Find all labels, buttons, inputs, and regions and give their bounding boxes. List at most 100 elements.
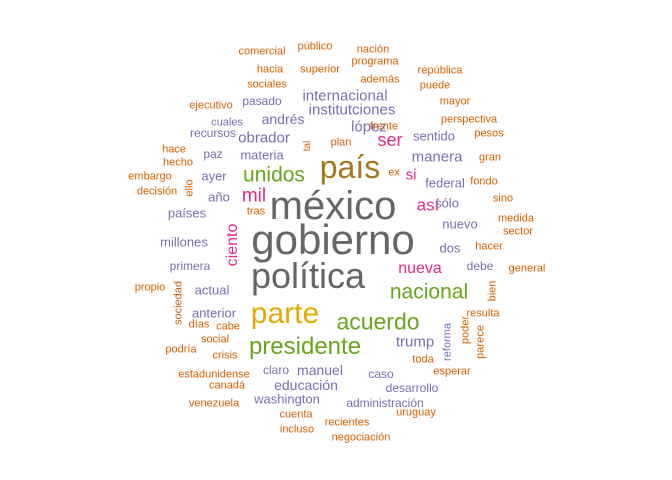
cloud-word: sociales <box>247 78 287 91</box>
cloud-word: nuevo <box>442 216 478 232</box>
cloud-word: si <box>405 166 417 184</box>
cloud-word: gran <box>478 151 502 164</box>
cloud-word: uruguay <box>396 406 436 419</box>
cloud-word: frente <box>369 120 399 133</box>
cloud-word: manera <box>411 148 463 166</box>
cloud-word: crisis <box>212 349 238 362</box>
cloud-word: administración <box>346 396 424 410</box>
cloud-word: poder <box>459 315 472 345</box>
cloud-word: hacia <box>256 63 284 76</box>
cloud-word: país <box>319 149 381 185</box>
cloud-word: recientes <box>324 416 370 429</box>
cloud-word: decisión <box>136 185 178 198</box>
cloud-word: medida <box>497 212 535 225</box>
cloud-word: ejecutivo <box>189 99 233 112</box>
cloud-word: educación <box>274 377 338 393</box>
cloud-word: pasado <box>242 94 282 108</box>
cloud-word: venezuela <box>188 397 240 410</box>
cloud-word: lópez <box>351 118 387 136</box>
cloud-word: andrés <box>261 111 305 127</box>
cloud-word: ayer <box>201 168 227 184</box>
cloud-word: sentido <box>413 128 455 144</box>
cloud-word: unidos <box>243 163 305 187</box>
cloud-word: paz <box>203 147 223 161</box>
cloud-word: materia <box>240 147 284 163</box>
cloud-word: social <box>200 333 230 346</box>
cloud-word: sociedad <box>172 280 185 326</box>
cloud-word: ciento <box>224 223 241 267</box>
cloud-word: internacional <box>302 87 388 105</box>
cloud-word: república <box>417 64 463 77</box>
cloud-word: federal <box>425 175 465 191</box>
cloud-word: pesos <box>474 127 504 140</box>
cloud-word: cabe <box>216 320 240 333</box>
cloud-word: acuerdo <box>336 308 420 335</box>
cloud-word: ex <box>388 166 400 179</box>
cloud-word: días <box>188 318 210 331</box>
cloud-word: toda <box>412 353 434 366</box>
cloud-word: nueva <box>398 260 442 277</box>
cloud-word: actual <box>194 282 230 298</box>
cloud-word: méxico <box>269 184 397 228</box>
cloud-word: esperar <box>433 365 471 378</box>
cloud-word: podría <box>165 343 197 356</box>
cloud-word: primera <box>169 259 211 273</box>
cloud-word: ser <box>377 130 403 150</box>
cloud-word: sino <box>492 192 514 205</box>
cloud-word: nación <box>356 43 390 56</box>
cloud-word: cuales <box>211 116 243 129</box>
cloud-word: cuenta <box>279 408 313 421</box>
cloud-word: fondo <box>470 175 498 188</box>
cloud-word: nacional <box>389 280 469 304</box>
cloud-word: público <box>297 40 333 53</box>
cloud-word: millones <box>160 234 208 250</box>
cloud-word: obrador <box>238 129 290 147</box>
cloud-word: así <box>416 195 440 215</box>
cloud-word: gobierno <box>251 216 415 263</box>
cloud-word: caso <box>368 367 394 381</box>
cloud-word: washington <box>254 391 320 407</box>
cloud-word: embargo <box>128 170 172 183</box>
cloud-word: puede <box>419 79 451 92</box>
cloud-word: dos <box>439 240 461 256</box>
cloud-word: reforma <box>441 323 454 361</box>
cloud-word: negociación <box>331 431 391 444</box>
cloud-word: propio <box>134 281 166 294</box>
cloud-word: programa <box>351 55 399 68</box>
cloud-word: mil <box>241 185 267 207</box>
cloud-word: política <box>250 255 366 296</box>
cloud-word: tal <box>302 140 313 152</box>
cloud-word: parte <box>250 297 320 330</box>
cloud-word: trump <box>395 333 435 351</box>
cloud-word: anterior <box>191 305 237 321</box>
cloud-word: perspectiva <box>440 113 498 126</box>
cloud-word: desarrollo <box>385 381 439 395</box>
cloud-word: recursos <box>189 126 237 140</box>
cloud-word: presidente <box>248 333 362 360</box>
cloud-word: además <box>360 73 400 86</box>
cloud-word: plan <box>330 136 352 149</box>
cloud-word: hacer <box>475 240 503 253</box>
cloud-word: hace <box>162 143 186 156</box>
cloud-word: superior <box>300 63 340 76</box>
cloud-word: bien <box>486 280 499 302</box>
cloud-word: hecho <box>163 156 193 169</box>
cloud-word: incluso <box>279 423 315 436</box>
cloud-word: resulta <box>466 307 500 320</box>
cloud-word: canadá <box>208 379 246 392</box>
cloud-word: general <box>508 262 546 275</box>
cloud-word: año <box>208 189 230 205</box>
cloud-word: ello <box>183 179 196 197</box>
cloud-word: tras <box>246 205 266 218</box>
cloud-word: debe <box>466 259 494 273</box>
cloud-word: manuel <box>297 362 343 378</box>
cloud-word: mayor <box>439 95 471 108</box>
cloud-word: institutciones <box>308 101 396 119</box>
cloud-word: estadunidense <box>178 368 250 381</box>
cloud-word: comercial <box>238 45 286 58</box>
cloud-word: sólo <box>435 195 459 211</box>
cloud-word: claro <box>262 363 290 377</box>
cloud-word: países <box>167 205 207 221</box>
cloud-word: parece <box>474 325 487 359</box>
